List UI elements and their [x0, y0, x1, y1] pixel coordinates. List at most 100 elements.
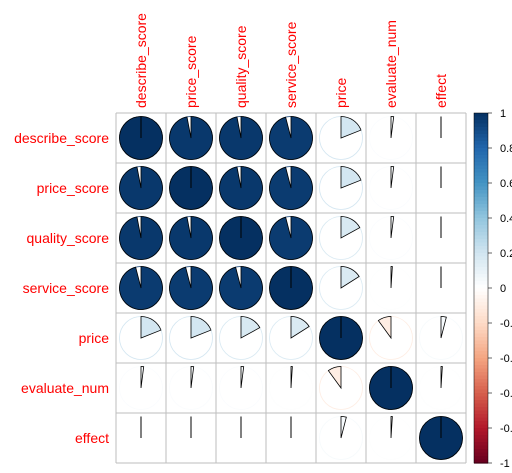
pie-wedge	[390, 266, 393, 289]
colorbar-segment	[474, 246, 488, 251]
corr-pie-effect-price	[319, 416, 363, 460]
corr-pie-price-describe_score	[119, 316, 163, 360]
colorbar-segment	[474, 407, 488, 412]
corr-pie-quality_score-price	[319, 216, 363, 260]
colorbar-segment	[474, 123, 488, 128]
colorbar-segment	[474, 379, 488, 384]
colorbar-segment	[474, 225, 488, 230]
colorbar-tick-label: 0.6	[500, 178, 512, 190]
corr-pie-effect-price_score	[169, 416, 213, 460]
column-label-quality_score: quality_score	[233, 25, 249, 108]
corr-pie-service_score-evaluate_num	[369, 266, 413, 310]
colorbar-segment	[474, 190, 488, 195]
row-label-service_score: service_score	[23, 280, 110, 296]
pie-wedge	[390, 216, 395, 239]
colorbar-segment	[474, 424, 488, 429]
corr-pie-effect-quality_score	[219, 416, 263, 460]
colorbar-segment	[474, 403, 488, 408]
corr-pie-effect-effect	[419, 416, 463, 460]
corr-pie-price_score-price_score	[169, 166, 213, 210]
colorbar-segment	[474, 340, 488, 345]
corr-pie-evaluate_num-describe_score	[119, 366, 163, 410]
corr-pie-evaluate_num-service_score	[269, 366, 313, 410]
corr-pie-price-evaluate_num	[369, 316, 413, 360]
colorbar-tick-label: -0.2	[500, 318, 512, 330]
pie-wedge	[440, 366, 443, 389]
corr-pie-quality_score-describe_score	[119, 216, 163, 260]
colorbar-segment	[474, 298, 488, 303]
colorbar-segment	[474, 200, 488, 205]
pie-wedge	[390, 416, 393, 439]
pie-wedge	[340, 416, 347, 439]
corr-pie-price-effect	[419, 316, 463, 360]
colorbar-segment	[474, 253, 488, 258]
colorbar-segment	[474, 158, 488, 163]
colorbar-segment	[474, 288, 488, 293]
colorbar-segment	[474, 316, 488, 321]
colorbar-segment	[474, 347, 488, 352]
corr-pie-evaluate_num-evaluate_num	[369, 366, 413, 410]
corr-pie-price_score-service_score	[269, 166, 313, 210]
colorbar-segment	[474, 319, 488, 324]
row-label-describe_score: describe_score	[14, 130, 109, 146]
corr-pie-price-price_score	[169, 316, 213, 360]
colorbar-segment	[474, 456, 488, 461]
colorbar-segment	[474, 386, 488, 391]
colorbar-segment	[474, 449, 488, 454]
pie-wedge	[119, 266, 163, 310]
correlation-pies	[119, 116, 463, 460]
pie-wedge	[219, 266, 263, 310]
colorbar-segment	[474, 445, 488, 450]
colorbar-segment	[474, 267, 488, 272]
pie-wedge	[119, 166, 163, 210]
colorbar-segment	[474, 116, 488, 121]
column-label-evaluate_num: evaluate_num	[383, 20, 399, 108]
colorbar-segment	[474, 309, 488, 314]
corr-pie-evaluate_num-price_score	[169, 366, 213, 410]
colorbar-segment	[474, 218, 488, 223]
colorbar-segment	[474, 414, 488, 419]
pie-wedge	[269, 166, 313, 210]
colorbar-tick-label: -0.4	[500, 353, 512, 365]
pie-wedge	[140, 316, 162, 339]
row-label-price_score: price_score	[37, 180, 110, 196]
colorbar-segment	[474, 141, 488, 146]
pie-wedge	[190, 366, 195, 389]
colorbar-segment	[474, 361, 488, 366]
column-label-service_score: service_score	[283, 21, 299, 108]
pie-wedge	[240, 366, 245, 389]
colorbar-segment	[474, 130, 488, 135]
colorbar-segment	[474, 113, 488, 118]
colorbar-segment	[474, 162, 488, 167]
pie-wedge	[440, 316, 447, 339]
colorbar-segment	[474, 344, 488, 349]
pie-wedge	[219, 166, 263, 210]
corr-pie-describe_score-evaluate_num	[369, 116, 413, 160]
corr-pie-price-service_score	[269, 316, 313, 360]
colorbar-segment	[474, 221, 488, 226]
colorbar-segment	[474, 428, 488, 433]
colorbar-segment	[474, 270, 488, 275]
corr-pie-quality_score-effect	[419, 216, 463, 260]
corr-pie-price_score-describe_score	[119, 166, 163, 210]
colorbar-segment	[474, 186, 488, 191]
colorbar-segment	[474, 421, 488, 426]
colorbar-segment	[474, 389, 488, 394]
colorbar-segment	[474, 459, 488, 464]
colorbar-segment	[474, 326, 488, 331]
colorbar-tick-label: 0.2	[500, 248, 512, 260]
row-label-price: price	[79, 330, 110, 346]
colorbar-segment	[474, 410, 488, 415]
colorbar-segment	[474, 400, 488, 405]
colorbar-segment	[474, 134, 488, 139]
colorbar-segment	[474, 375, 488, 380]
colorbar-segment	[474, 438, 488, 443]
colorbar-segment	[474, 372, 488, 377]
colorbar-segment	[474, 284, 488, 289]
pie-wedge	[377, 316, 392, 340]
corr-pie-effect-service_score	[269, 416, 313, 460]
column-label-price_score: price_score	[183, 35, 199, 108]
corr-pie-price_score-effect	[419, 166, 463, 210]
colorbar-segment	[474, 179, 488, 184]
corr-pie-quality_score-evaluate_num	[369, 216, 413, 260]
